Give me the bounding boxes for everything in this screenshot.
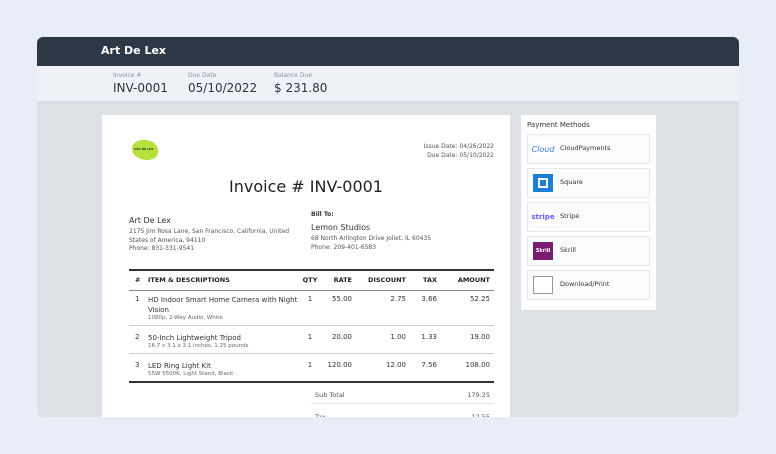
due-date: 05/10/2022 bbox=[459, 152, 494, 159]
issue-date: 04/26/2022 bbox=[459, 143, 494, 150]
cell-num: 2 bbox=[135, 333, 140, 341]
payment-method[interactable]: Cloud CloudPayments bbox=[527, 134, 650, 164]
payment-icon: stripe bbox=[531, 208, 555, 226]
cell-amount: 108.00 bbox=[465, 361, 491, 369]
due-date-label: Due Date: bbox=[427, 152, 458, 159]
cell-rate: 120.00 bbox=[327, 361, 353, 369]
summary-value: INV-0001 bbox=[113, 81, 168, 95]
bill-to-phone: Phone: 209-401-6583 bbox=[311, 244, 377, 251]
item-desc: 16.7 x 3.1 x 3.1 inches, 1.25 pounds bbox=[148, 343, 249, 349]
cell-qty: 1 bbox=[307, 333, 313, 341]
payment-icon bbox=[533, 174, 553, 192]
item-name: LED Ring Light Kit bbox=[148, 362, 211, 370]
bill-to-address: 68 North Arlington Drive Joliet, IL 6043… bbox=[311, 235, 432, 242]
row-rule bbox=[129, 353, 494, 354]
bill-to-label: Bill To: bbox=[311, 211, 334, 218]
column-header: TAX bbox=[423, 276, 437, 284]
column-header: ITEM & DESCRIPTIONS bbox=[148, 276, 230, 284]
cell-rate: 55.00 bbox=[331, 295, 352, 303]
payment-title: Payment Methods bbox=[527, 121, 590, 129]
total-value: 12.55 bbox=[471, 413, 490, 417]
payment-name: Stripe bbox=[560, 212, 580, 220]
bill-to-name: Lemon Studios bbox=[311, 223, 371, 232]
item-desc: 1080p, 2-Way Audio, White bbox=[148, 315, 223, 321]
row-rule bbox=[129, 381, 494, 383]
payment-name: CloudPayments bbox=[560, 144, 611, 152]
company-name: Art De Lex bbox=[101, 44, 167, 57]
cell-discount: 2.75 bbox=[390, 295, 406, 303]
summary-label: Balance Due bbox=[274, 72, 312, 79]
summary-label: Invoice # bbox=[113, 72, 142, 79]
logo bbox=[132, 140, 158, 160]
payment-name: Square bbox=[560, 178, 583, 186]
summary-value: 05/10/2022 bbox=[188, 81, 258, 95]
from-name: Art De Lex bbox=[129, 216, 171, 225]
payment-name: Download/Print bbox=[560, 280, 610, 288]
cell-amount: 19.00 bbox=[469, 333, 490, 341]
cell-tax: 3.66 bbox=[421, 295, 437, 303]
payment-icon bbox=[533, 276, 553, 294]
item-name: HD Indoor Smart Home Camera with Night V… bbox=[148, 296, 298, 314]
payment-method[interactable]: Skrill Skrill bbox=[527, 236, 650, 266]
row-rule bbox=[129, 325, 494, 326]
cell-discount: 12.00 bbox=[385, 361, 406, 369]
summary-value: $ 231.80 bbox=[274, 81, 328, 95]
cell-num: 3 bbox=[135, 361, 140, 369]
payment-icon: Cloud bbox=[532, 140, 554, 158]
invoice-paper: ART DE LEX Issue Date: 04/26/2022 Due Da… bbox=[102, 115, 510, 417]
cell-num: 1 bbox=[135, 295, 140, 303]
header-rule bbox=[129, 290, 494, 291]
issue-date-label: Issue Date: bbox=[423, 143, 458, 150]
payment-panel: Payment Methods Cloud CloudPayments Square… bbox=[521, 115, 656, 310]
column-header: QTY bbox=[302, 276, 318, 284]
logo-text: ART DE LEX bbox=[134, 147, 154, 151]
app-card: Art De Lex Invoice # INV-0001 Due Date 05/1… bbox=[37, 37, 739, 417]
payment-icon: Skrill bbox=[533, 242, 553, 260]
payment-name: Skrill bbox=[560, 246, 576, 254]
cell-discount: 1.00 bbox=[390, 333, 406, 341]
from-address: 2175 Jim Rosa Lane, San Francisco, Calif… bbox=[129, 228, 290, 244]
column-header: RATE bbox=[333, 276, 352, 284]
cell-tax: 7.56 bbox=[421, 361, 437, 369]
total-label: Tax bbox=[315, 413, 326, 417]
summary-label: Due Date bbox=[188, 72, 217, 79]
total-label: Sub Total bbox=[315, 391, 345, 399]
total-rule bbox=[311, 403, 494, 404]
invoice-title: Invoice # INV-0001 bbox=[229, 177, 383, 196]
payment-method[interactable]: stripe Stripe bbox=[527, 202, 650, 232]
from-phone: Phone: 831-331-9541 bbox=[129, 245, 195, 252]
cell-tax: 1.33 bbox=[421, 333, 437, 341]
item-desc: 55W 5500K, Light Stand, Black bbox=[148, 371, 234, 377]
summary-strip: Invoice # INV-0001 Due Date 05/10/2022 Balan… bbox=[37, 66, 739, 102]
square-inner bbox=[538, 178, 548, 188]
item-name: 50-Inch Lightweight Tripod bbox=[148, 334, 241, 342]
payment-method[interactable]: Download/Print bbox=[527, 270, 650, 300]
payment-method[interactable]: Square bbox=[527, 168, 650, 198]
table-top-rule bbox=[129, 269, 494, 271]
cell-amount: 52.25 bbox=[469, 295, 490, 303]
cell-rate: 20.00 bbox=[331, 333, 352, 341]
cell-qty: 1 bbox=[307, 361, 313, 369]
cell-qty: 1 bbox=[307, 295, 313, 303]
top-bar: Art De Lex bbox=[37, 37, 739, 66]
total-value: 179.25 bbox=[467, 391, 490, 399]
column-header: DISCOUNT bbox=[368, 276, 406, 284]
column-header: AMOUNT bbox=[457, 276, 490, 284]
column-header: # bbox=[135, 276, 141, 284]
